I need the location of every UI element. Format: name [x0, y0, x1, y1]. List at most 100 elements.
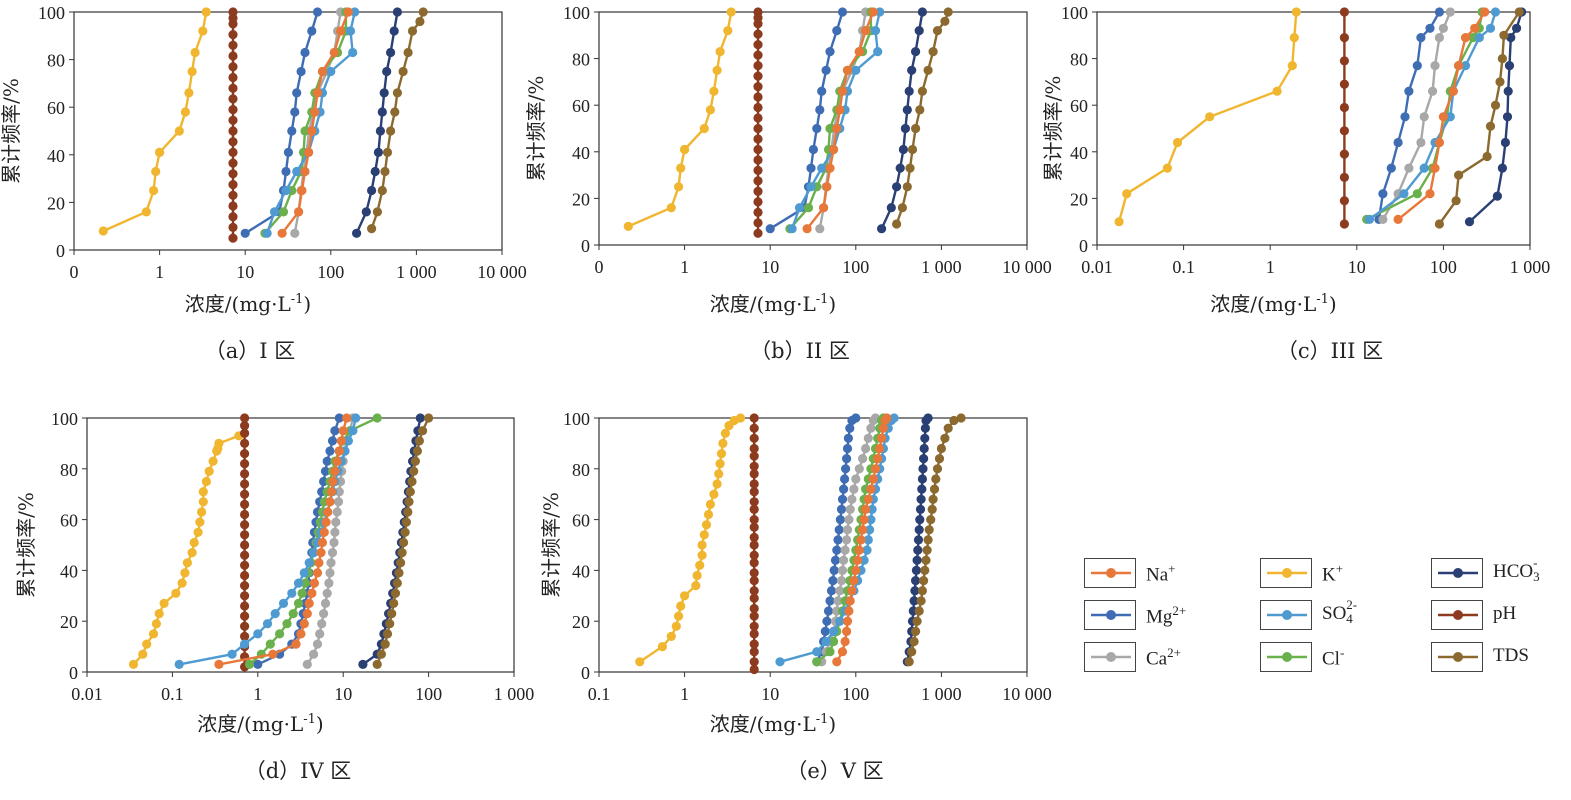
data-point	[325, 568, 335, 578]
data-point	[317, 66, 328, 77]
data-point	[924, 525, 934, 535]
data-point	[1339, 126, 1349, 136]
data-point	[913, 535, 924, 545]
data-point	[1495, 77, 1505, 87]
data-point	[753, 144, 763, 155]
x-tick-label: 10	[761, 684, 779, 704]
data-point	[839, 555, 849, 565]
data-point	[400, 527, 410, 537]
data-point	[240, 469, 250, 479]
data-point	[837, 86, 848, 96]
data-point	[316, 548, 326, 558]
x-axis-label-sup: -1	[816, 712, 829, 727]
data-point	[177, 578, 187, 588]
data-point	[856, 535, 866, 545]
data-point	[396, 558, 406, 568]
data-point	[842, 535, 852, 545]
data-point	[323, 507, 333, 517]
data-point	[922, 545, 932, 555]
series-pH	[749, 413, 759, 675]
data-point	[904, 657, 914, 667]
data-point	[334, 413, 344, 423]
plot-frame	[598, 417, 1028, 673]
data-point	[875, 7, 885, 17]
data-point	[240, 449, 250, 459]
data-point	[837, 565, 848, 576]
data-point	[307, 26, 317, 36]
series-TDS	[904, 413, 966, 667]
data-point	[914, 606, 924, 616]
data-point	[415, 16, 425, 27]
data-point	[372, 659, 382, 670]
data-point	[1399, 189, 1409, 199]
data-point	[329, 537, 339, 548]
data-point	[929, 484, 940, 494]
data-point	[822, 616, 832, 626]
legend-label-base: HCO	[1493, 561, 1534, 582]
data-point	[228, 137, 238, 147]
data-point	[307, 126, 317, 136]
data-point	[304, 147, 314, 157]
data-point	[802, 224, 812, 234]
y-tick-label: 20	[47, 193, 65, 213]
data-point	[808, 144, 819, 155]
data-point	[898, 144, 909, 155]
data-point	[195, 517, 205, 527]
data-point	[180, 568, 190, 578]
data-point	[398, 66, 408, 77]
series-pH	[228, 7, 238, 243]
data-point	[927, 504, 937, 514]
data-point	[676, 163, 686, 173]
data-point	[1416, 137, 1426, 148]
data-point	[380, 639, 390, 649]
data-point	[794, 203, 805, 213]
data-point	[853, 555, 863, 565]
legend-label-base: pH	[1493, 603, 1517, 624]
data-point	[839, 484, 849, 494]
data-point	[892, 219, 902, 229]
data-point	[863, 433, 873, 443]
x-tick-label: 100	[415, 684, 442, 704]
data-point	[1500, 137, 1510, 148]
legend-swatch	[1084, 600, 1136, 630]
data-point	[892, 182, 902, 192]
data-point	[912, 616, 922, 626]
data-point	[292, 88, 302, 98]
data-point	[845, 423, 855, 433]
y-tick-label: 0	[581, 236, 590, 256]
legend-label-base: SO	[1322, 603, 1347, 624]
data-point	[326, 558, 336, 568]
data-point	[307, 588, 317, 598]
data-point	[749, 558, 759, 568]
x-tick-label: 1	[680, 684, 689, 704]
data-point	[370, 166, 380, 177]
data-point	[825, 47, 835, 57]
data-point	[342, 413, 352, 423]
data-point	[277, 228, 287, 238]
data-point	[299, 568, 309, 578]
data-point	[821, 636, 831, 647]
data-point	[823, 606, 834, 616]
data-point	[1339, 33, 1349, 43]
data-point	[923, 413, 933, 423]
series-pH	[753, 7, 763, 238]
data-point	[911, 626, 921, 637]
data-point	[1497, 163, 1507, 173]
data-point	[1503, 86, 1513, 96]
data-point	[753, 155, 763, 165]
data-point	[775, 657, 785, 667]
data-point	[281, 166, 291, 177]
data-point	[1393, 137, 1403, 148]
data-point	[1428, 86, 1438, 96]
data-point	[666, 203, 676, 213]
data-point	[836, 504, 847, 514]
data-point	[1430, 61, 1440, 71]
x-axis-label-sup: -1	[1316, 292, 1329, 307]
data-point	[842, 616, 853, 626]
data-point	[920, 565, 930, 576]
data-point	[1412, 61, 1422, 71]
data-point	[1425, 23, 1435, 33]
data-point	[749, 497, 759, 507]
y-tick-label: 100	[1061, 3, 1088, 23]
data-point	[1514, 7, 1524, 17]
